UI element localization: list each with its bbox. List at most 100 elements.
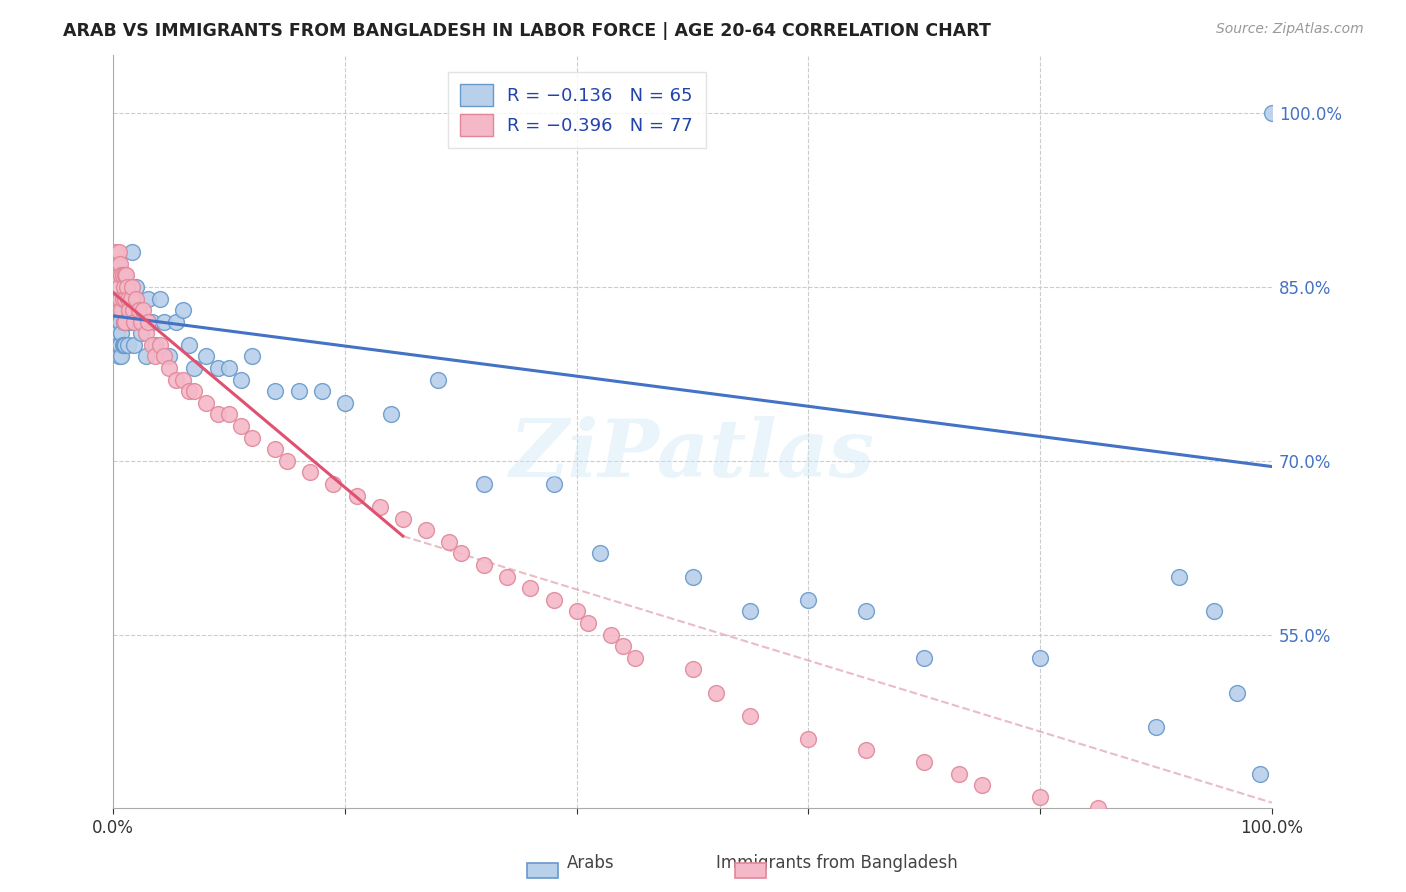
Point [122, 303, 145, 318]
Point [972, 778, 994, 792]
Point [110, 326, 132, 341]
Point [472, 558, 495, 572]
Point [114, 268, 136, 283]
Text: ARAB VS IMMIGRANTS FROM BANGLADESH IN LABOR FORCE | AGE 20-64 CORRELATION CHART: ARAB VS IMMIGRANTS FROM BANGLADESH IN LA… [63, 22, 991, 40]
Point [132, 303, 155, 318]
Point [1261, 106, 1284, 120]
Point [125, 292, 148, 306]
Point [153, 350, 176, 364]
Text: Source: ZipAtlas.com: Source: ZipAtlas.com [1216, 22, 1364, 37]
Point [912, 650, 935, 665]
Point [218, 361, 240, 376]
Point [107, 292, 129, 306]
Point [107, 257, 129, 271]
Point [143, 350, 166, 364]
Point [1144, 813, 1167, 827]
Text: ZiPatlas: ZiPatlas [510, 416, 875, 493]
Point [589, 546, 612, 560]
Point [172, 373, 194, 387]
Point [368, 500, 391, 515]
Point [1249, 766, 1271, 780]
Point [600, 627, 623, 641]
Point [136, 292, 159, 306]
Point [105, 268, 128, 283]
Point [157, 350, 180, 364]
Point [855, 604, 877, 618]
Point [149, 292, 172, 306]
Point [117, 292, 139, 306]
Point [114, 315, 136, 329]
Point [112, 280, 135, 294]
Point [472, 477, 495, 491]
Point [120, 315, 142, 329]
Point [114, 338, 136, 352]
Point [740, 708, 762, 723]
Point [519, 581, 541, 595]
Point [218, 408, 240, 422]
Point [612, 639, 634, 653]
Point [240, 431, 263, 445]
Point [111, 338, 134, 352]
Point [177, 384, 200, 399]
Point [143, 338, 166, 352]
Point [118, 303, 141, 318]
Point [121, 280, 143, 294]
Point [110, 292, 132, 306]
Point [108, 350, 131, 364]
Point [1144, 720, 1167, 734]
Point [110, 338, 132, 352]
Point [149, 338, 172, 352]
Point [576, 615, 599, 630]
Point [207, 408, 229, 422]
Point [1215, 836, 1237, 850]
Point [311, 384, 333, 399]
Point [118, 303, 141, 318]
Point [110, 315, 132, 329]
Point [165, 373, 187, 387]
Point [565, 604, 588, 618]
Point [172, 303, 194, 318]
Point [117, 338, 139, 352]
Point [165, 315, 187, 329]
Point [115, 280, 138, 294]
Point [682, 569, 704, 583]
Point [229, 373, 252, 387]
Point [115, 268, 138, 283]
Point [194, 350, 217, 364]
Point [299, 466, 322, 480]
Point [115, 315, 138, 329]
Point [797, 731, 820, 746]
Point [135, 326, 157, 341]
Point [121, 245, 143, 260]
Point [496, 569, 519, 583]
Point [1180, 824, 1202, 838]
Point [287, 384, 309, 399]
Point [183, 384, 205, 399]
Point [153, 315, 176, 329]
Point [157, 361, 180, 376]
Point [141, 338, 163, 352]
Point [415, 524, 437, 538]
Legend: R = −0.136   N = 65, R = −0.396   N = 77: R = −0.136 N = 65, R = −0.396 N = 77 [447, 71, 706, 148]
Point [110, 268, 132, 283]
Point [346, 489, 368, 503]
Point [1226, 685, 1249, 699]
Point [948, 766, 970, 780]
Point [543, 592, 565, 607]
Point [136, 315, 159, 329]
Point [1168, 569, 1191, 583]
Point [125, 280, 148, 294]
Point [135, 350, 157, 364]
Point [797, 592, 820, 607]
Point [112, 315, 135, 329]
Point [108, 303, 131, 318]
Point [623, 650, 645, 665]
Point [111, 268, 134, 283]
Point [105, 326, 128, 341]
Point [264, 442, 287, 457]
Point [439, 534, 461, 549]
Point [128, 303, 150, 318]
Point [855, 743, 877, 757]
Point [110, 350, 132, 364]
Point [115, 280, 138, 294]
